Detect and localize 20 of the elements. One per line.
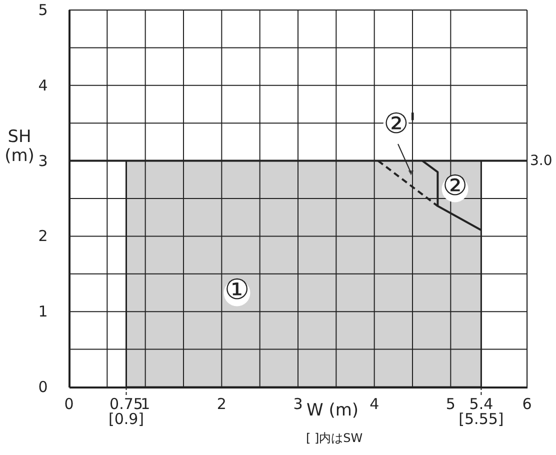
x-tick-label: 4	[370, 395, 380, 413]
ref-line-label: 3.0	[530, 152, 552, 169]
y-tick-label: 1	[38, 302, 48, 321]
x-tick-label: 5	[446, 395, 456, 413]
x-tick-label: 5.4 [5.55]	[458, 395, 504, 428]
x-tick-label: 2	[216, 395, 226, 413]
y-axis-title: SH (m)	[4, 127, 34, 166]
annotation: ②	[442, 169, 468, 202]
x-tick-label: 3	[293, 395, 303, 413]
x-tick-label: 6	[522, 395, 532, 413]
x-tick-label: 1	[140, 395, 150, 413]
y-tick-label: 4	[38, 76, 48, 94]
text: [ ]内はSW	[306, 431, 363, 445]
x-axis-title: W (m)	[306, 400, 359, 420]
y-tick-label: 5	[38, 1, 48, 19]
x-tick-label: 0	[64, 395, 74, 413]
annotation: ①	[224, 273, 250, 306]
y-tick-label: 3	[38, 152, 48, 170]
y-tick-label: 2	[38, 227, 48, 246]
y-tick-label: 0	[38, 378, 48, 396]
